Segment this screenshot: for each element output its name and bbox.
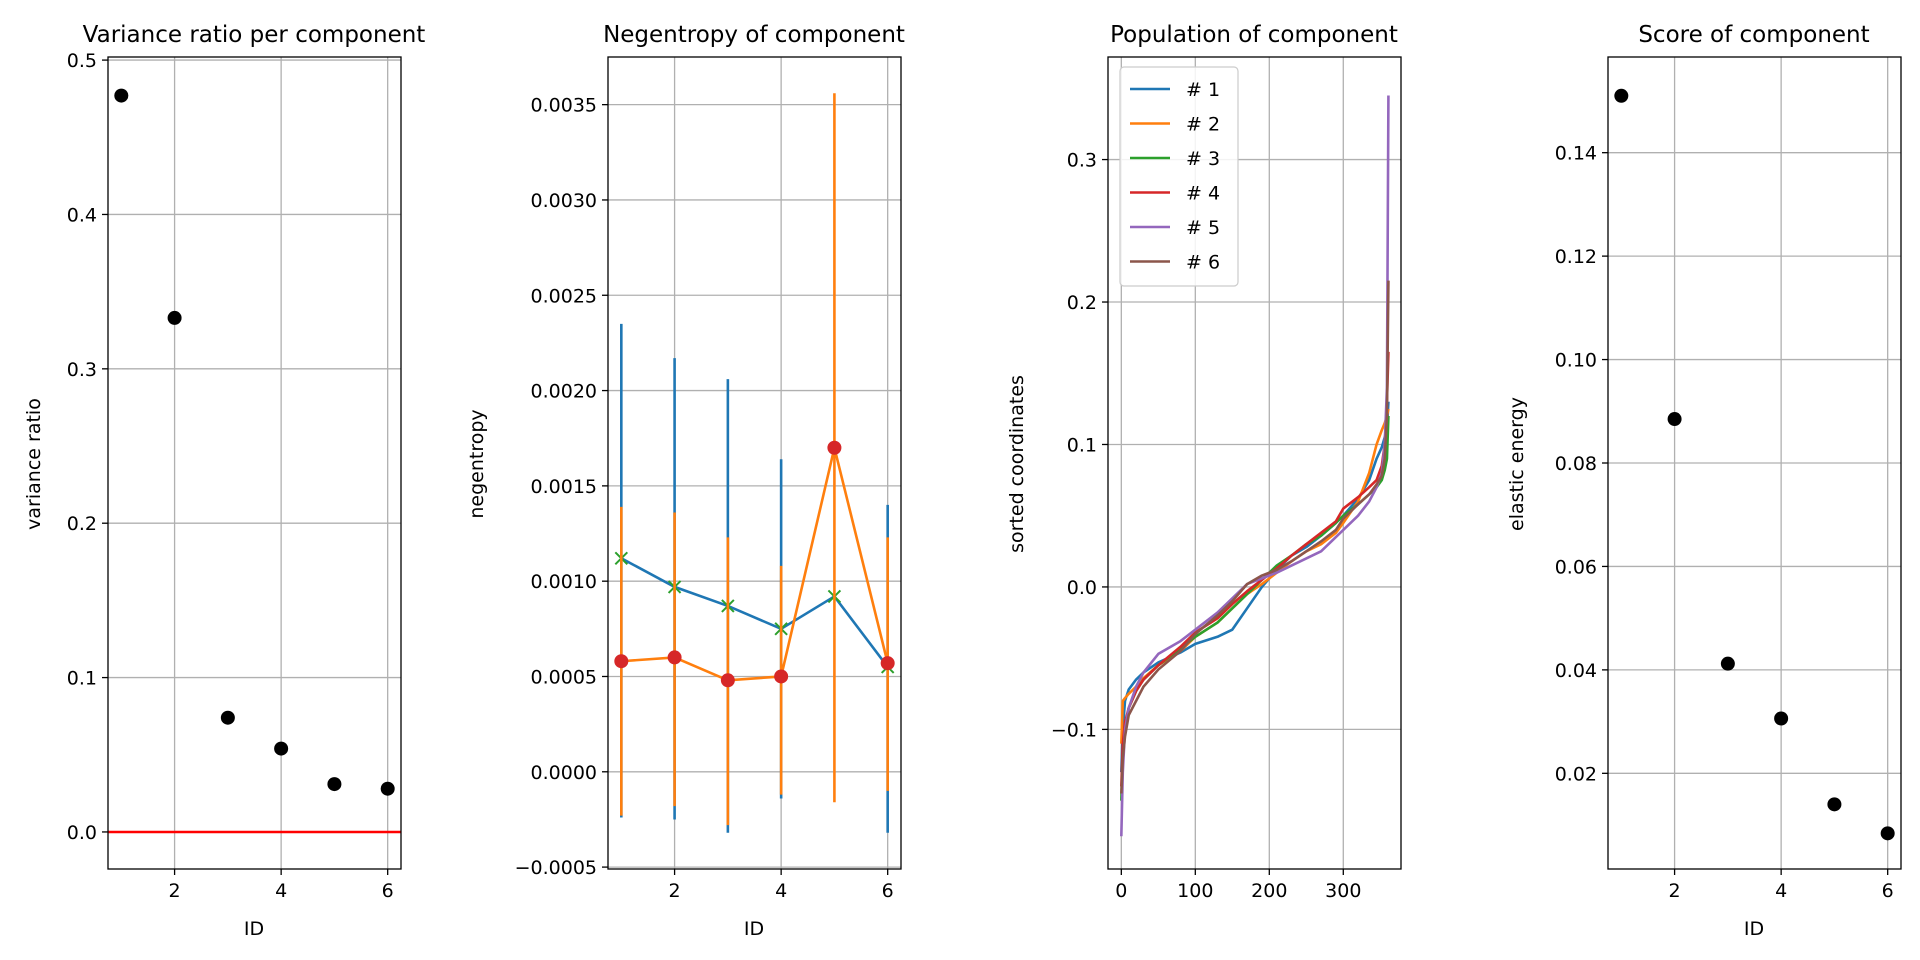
y-tick-label: 0.1 <box>1067 434 1097 456</box>
y-tick-label: 0.5 <box>67 50 97 72</box>
y-tick-label: −0.1 <box>1051 719 1097 741</box>
x-tick-label: 100 <box>1177 880 1213 902</box>
grid <box>1608 57 1901 869</box>
y-tick-label: 0.0 <box>67 822 97 844</box>
marker-dot <box>720 673 735 688</box>
y-tick-label: 0.4 <box>67 204 97 226</box>
y-tick-label: 0.1 <box>67 668 97 690</box>
x-tick-label: 6 <box>382 880 394 902</box>
panel-population: Population of component sorted coordinat… <box>1006 22 1402 902</box>
marker-dot <box>827 440 842 455</box>
x-tick-label: 0 <box>1115 880 1127 902</box>
x-axis-label: ID <box>744 918 764 940</box>
x-axis-label: ID <box>1744 918 1764 940</box>
data-point <box>1720 656 1735 671</box>
legend-label: # 5 <box>1186 217 1220 239</box>
series-line <box>620 557 889 668</box>
series-line-2 <box>1120 408 1390 744</box>
legend-label: # 4 <box>1186 183 1220 205</box>
y-axis-label: sorted coordinates <box>1006 375 1028 553</box>
y-tick-label: 0.0 <box>1067 577 1097 599</box>
y-tick-label: 0.0025 <box>531 285 597 307</box>
data-point <box>1827 797 1842 812</box>
y-tick-label: 0.0010 <box>531 571 597 593</box>
grid <box>608 57 901 869</box>
y-axis-label: negentropy <box>466 409 488 518</box>
legend-label: # 2 <box>1186 114 1220 136</box>
y-axis-label: elastic energy <box>1506 397 1528 531</box>
axes-frame <box>607 56 902 870</box>
x-tick-label: 4 <box>1775 880 1787 902</box>
panel-negentropy: Negentropy of component ID negentropy 2 4… <box>466 22 905 940</box>
y-tick-label: 0.0005 <box>531 666 597 688</box>
marker-dot <box>667 650 682 665</box>
data-point <box>1880 826 1895 841</box>
series-line-3 <box>1120 415 1390 801</box>
x-tick-label: 2 <box>169 880 181 902</box>
y-tick-label: 0.2 <box>67 513 97 535</box>
y-axis-label: variance ratio <box>23 398 45 530</box>
marker-dot <box>774 669 789 684</box>
legend-label: # 1 <box>1186 79 1220 101</box>
legend: # 1 # 2 # 3 # 4 # 5 # 6 <box>1119 66 1239 287</box>
chart-title: Negentropy of component <box>603 22 905 48</box>
x-tick-label: 4 <box>775 880 787 902</box>
legend-box <box>1119 66 1239 287</box>
panel-score: Score of component ID elastic energy 2 4 6… <box>1506 22 1902 940</box>
data-point <box>380 781 395 796</box>
y-tick-label: 0.10 <box>1555 350 1597 372</box>
plot-area <box>108 88 401 834</box>
chart-title: Score of component <box>1638 22 1869 48</box>
y-tick-label: −0.0005 <box>515 857 597 879</box>
y-tick-label: 0.02 <box>1555 763 1597 785</box>
data-point <box>1774 711 1789 726</box>
y-tick-label: 0.0030 <box>531 190 597 212</box>
chart-title: Variance ratio per component <box>83 22 426 48</box>
data-point <box>114 88 129 103</box>
series-line-4 <box>1120 351 1390 787</box>
plot-area <box>1120 95 1390 837</box>
data-point <box>274 741 289 756</box>
legend-label: # 6 <box>1186 252 1220 274</box>
x-tick-label: 200 <box>1251 880 1287 902</box>
y-tick-label: 0.0000 <box>531 762 597 784</box>
x-tick-label: 300 <box>1325 880 1361 902</box>
marker-dot <box>614 654 629 669</box>
y-tick-label: 0.2 <box>1067 292 1097 314</box>
y-tick-label: 0.06 <box>1555 556 1597 578</box>
x-tick-label: 6 <box>1882 880 1894 902</box>
x-tick-label: 4 <box>275 880 287 902</box>
x-axis-label: ID <box>244 918 264 940</box>
marker-dot <box>880 656 895 671</box>
legend-label: # 3 <box>1186 148 1220 170</box>
axes-frame <box>1107 56 1402 870</box>
series-line-5 <box>1120 95 1390 837</box>
series-line <box>621 447 889 682</box>
y-tick-label: 0.0020 <box>531 381 597 403</box>
y-tick-label: 0.14 <box>1555 143 1597 165</box>
y-tick-label: 0.3 <box>67 359 97 381</box>
x-tick-label: 2 <box>1669 880 1681 902</box>
chart-title: Population of component <box>1110 22 1398 48</box>
y-tick-label: 0.0015 <box>531 476 597 498</box>
plot-area <box>614 93 895 833</box>
data-point <box>220 710 235 725</box>
grid <box>108 57 401 869</box>
data-point <box>327 777 342 792</box>
series-line-6 <box>1120 280 1390 794</box>
y-tick-label: 0.08 <box>1555 453 1597 475</box>
y-tick-label: 0.3 <box>1067 150 1097 172</box>
axes-frame <box>107 56 402 870</box>
panel-variance-ratio: Variance ratio per component ID variance… <box>23 22 425 940</box>
data-point <box>1614 88 1629 103</box>
y-tick-label: 0.12 <box>1555 246 1597 268</box>
plot-area <box>1614 88 1895 841</box>
data-point <box>167 310 182 325</box>
data-point <box>1667 412 1682 427</box>
y-tick-label: 0.0035 <box>531 95 597 117</box>
x-tick-label: 6 <box>882 880 894 902</box>
x-tick-label: 2 <box>669 880 681 902</box>
y-tick-label: 0.04 <box>1555 660 1597 682</box>
